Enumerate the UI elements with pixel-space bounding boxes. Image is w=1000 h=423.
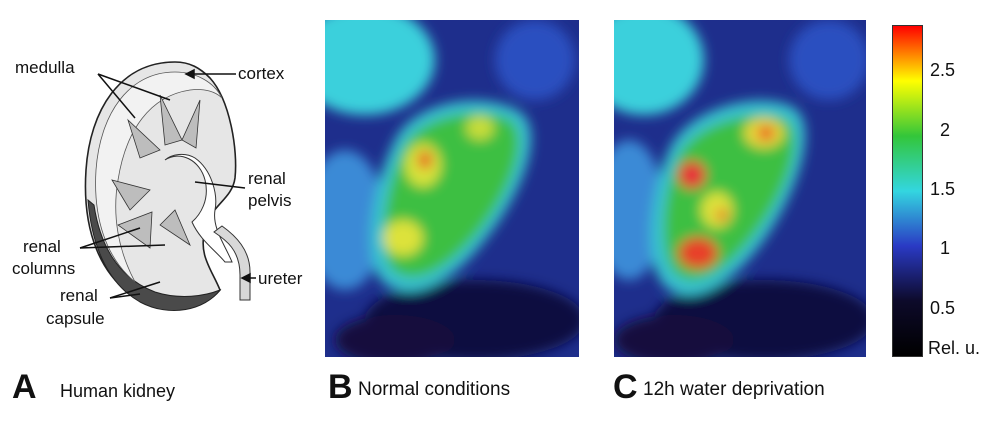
hotspot <box>758 126 774 140</box>
label-renal-columns-line1: renal <box>23 237 61 256</box>
label-renal-columns-line2: columns <box>12 259 76 278</box>
hotspot <box>383 220 423 256</box>
medullary-pyramid <box>181 99 201 149</box>
medulla-arrow <box>97 73 171 101</box>
label-ureter: ureter <box>258 269 303 288</box>
renal-pelvis-arrow <box>194 181 246 189</box>
renal-columns-arrow <box>79 244 166 249</box>
hotspot <box>678 161 706 189</box>
renal-capsule-arrow <box>109 293 141 299</box>
medullary-pyramid <box>159 209 191 247</box>
renal-capsule-shading <box>87 198 222 311</box>
colorbar-tick-1-5: 1.5 <box>930 179 956 199</box>
panel-c-letter: C <box>613 368 638 406</box>
hotspot <box>418 151 432 169</box>
panel-b-caption: Normal conditions <box>358 379 511 400</box>
panel-c-caption: 12h water deprivation <box>643 379 825 400</box>
heatmap-deprivation <box>614 20 866 357</box>
label-cortex: cortex <box>238 64 285 83</box>
label-renal-pelvis-line2: pelvis <box>248 191 292 210</box>
renal-capsule-arrow <box>109 281 161 299</box>
panel-a-letter: A <box>12 368 37 406</box>
label-renal-capsule-line2: capsule <box>46 309 105 328</box>
hotspot <box>716 209 728 221</box>
hotspot <box>678 237 718 269</box>
colorbar-tick-0-5: 0.5 <box>930 298 956 318</box>
cortex-band <box>95 71 223 283</box>
colorbar-tick-2: 2 <box>940 120 951 140</box>
label-renal-capsule-line1: renal <box>60 286 98 305</box>
medullary-pyramid <box>111 179 151 211</box>
kidney-illustration <box>79 61 256 311</box>
label-medulla: medulla <box>15 58 75 77</box>
heatmap-normal <box>325 20 579 357</box>
medullary-pyramid <box>127 118 161 159</box>
hotspot <box>466 116 494 140</box>
colorbar-tick-1: 1 <box>940 238 951 258</box>
panel-a-caption: Human kidney <box>60 381 176 401</box>
colorbar-tick-2-5: 2.5 <box>930 60 956 80</box>
panel-b-letter: B <box>328 368 353 406</box>
label-renal-pelvis-line1: renal <box>248 169 286 188</box>
colorbar-gradient <box>892 25 923 357</box>
medullary-pyramid <box>159 94 183 146</box>
renal-pelvis-shape <box>164 153 233 263</box>
medulla-arrow <box>97 73 136 119</box>
colorbar-unit: Rel. u. <box>928 338 981 358</box>
hotspot <box>701 192 733 228</box>
ureter-shape <box>213 225 251 301</box>
renal-columns-arrow <box>79 227 141 249</box>
